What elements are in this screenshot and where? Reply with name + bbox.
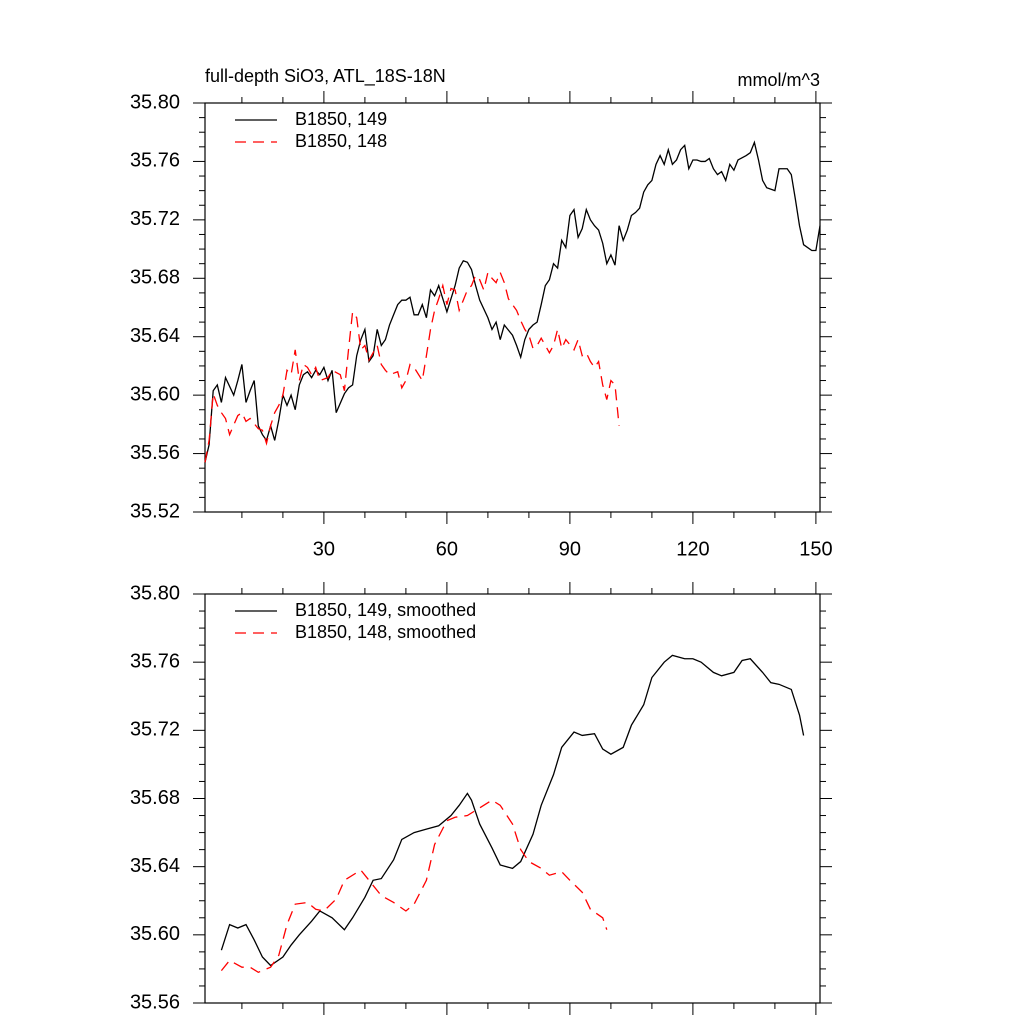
y-tick-label: 35.76 <box>130 650 180 672</box>
y-tick-label: 35.80 <box>130 582 180 604</box>
series-line <box>204 270 620 463</box>
y-tick-label: 35.56 <box>130 991 180 1013</box>
y-tick-label: 35.56 <box>130 442 180 464</box>
x-tick-label: 150 <box>799 538 832 560</box>
y-tick-label: 35.64 <box>130 325 180 347</box>
x-tick-label: 120 <box>676 538 709 560</box>
x-tick-label: 90 <box>559 538 581 560</box>
series-line <box>204 140 821 463</box>
y-tick-label: 35.68 <box>130 787 180 809</box>
y-tick-label: 35.64 <box>130 855 180 877</box>
x-tick-label: 60 <box>436 538 458 560</box>
series-line <box>220 799 608 974</box>
y-tick-label: 35.72 <box>130 719 180 741</box>
y-tick-label: 35.68 <box>130 267 180 289</box>
legend-label: B1850, 149 <box>295 109 387 129</box>
chart-title: full-depth SiO3, ATL_18S-18N <box>205 66 446 87</box>
legend-label: B1850, 148 <box>295 131 387 151</box>
y-tick-label: 35.80 <box>130 91 180 113</box>
y-tick-label: 35.60 <box>130 923 180 945</box>
plot-frame <box>204 102 821 513</box>
y-tick-label: 35.72 <box>130 208 180 230</box>
x-tick-label: 30 <box>313 538 335 560</box>
units-label: mmol/m^3 <box>738 70 820 90</box>
y-tick-label: 35.76 <box>130 150 180 172</box>
y-tick-label: 35.60 <box>130 383 180 405</box>
y-tick-label: 35.52 <box>130 500 180 522</box>
series-line <box>220 654 805 967</box>
legend-label: B1850, 148, smoothed <box>295 622 476 642</box>
plot-frame <box>204 593 821 1004</box>
legend-label: B1850, 149, smoothed <box>295 600 476 620</box>
